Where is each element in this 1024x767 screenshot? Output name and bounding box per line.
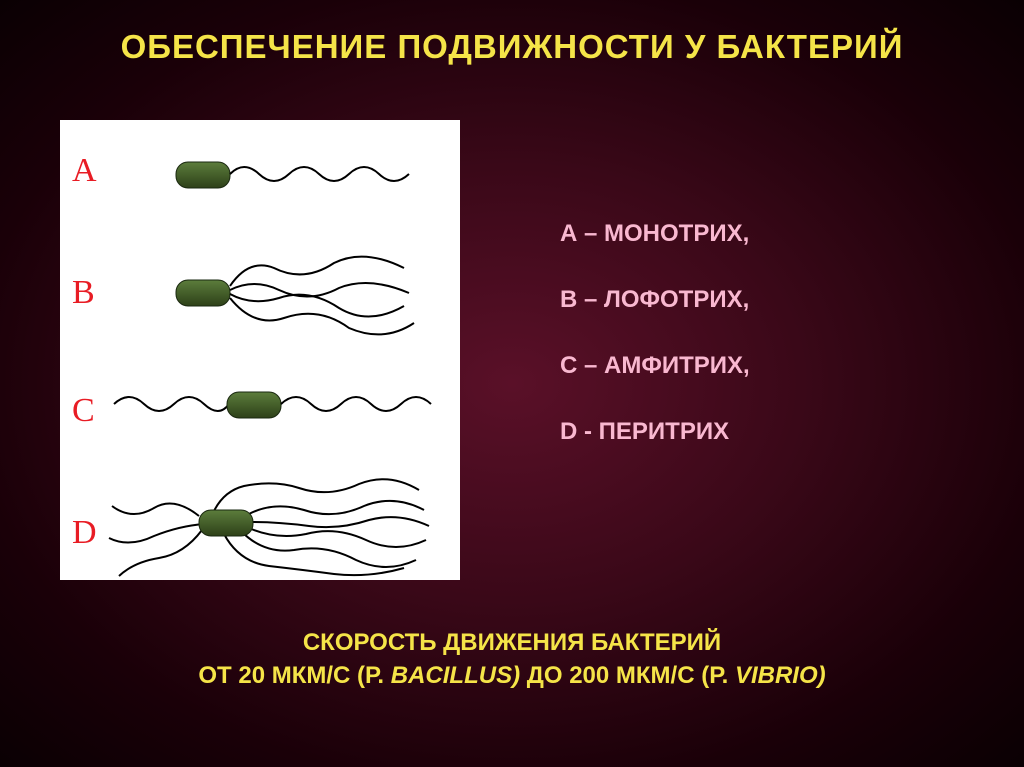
cell-body-icon — [199, 510, 253, 536]
page-title: ОБЕСПЕЧЕНИЕ ПОДВИЖНОСТИ У БАКТЕРИЙ — [0, 28, 1024, 66]
legend-item-d: D - ПЕРИТРИХ — [560, 418, 980, 446]
legend-item-c: С – АМФИТРИХ, — [560, 352, 980, 380]
footer-genus-1: BACILLUS) — [391, 662, 520, 689]
flagellum-icon — [112, 504, 199, 517]
flagellum-icon — [230, 167, 409, 181]
flagellum-icon — [230, 257, 404, 286]
footer: СКОРОСТЬ ДВИЖЕНИЯ БАКТЕРИЙ ОТ 20 МКМ/С (… — [0, 626, 1024, 693]
cell-body-icon — [176, 280, 230, 306]
bacteria-b-svg — [104, 238, 464, 352]
row-lophotrich — [64, 238, 456, 352]
flagellum-icon — [252, 517, 429, 527]
footer-text: ОТ 20 МКМ/С (Р. — [198, 662, 390, 689]
flagellum-icon — [119, 530, 202, 576]
flagellum-icon — [230, 294, 404, 317]
legend: А – МОНОТРИХ, В – ЛОФОТРИХ, С – АМФИТРИХ… — [560, 220, 980, 484]
flagellum-icon — [230, 298, 414, 334]
bacteria-d-svg — [104, 466, 464, 584]
footer-genus-2: VIBRIO) — [735, 662, 826, 689]
flagella-diagram-box: A B C D — [60, 120, 460, 580]
flagellum-icon — [230, 283, 409, 296]
flagellum-icon — [109, 524, 204, 543]
flagellum-icon — [214, 479, 419, 511]
footer-line-1: СКОРОСТЬ ДВИЖЕНИЯ БАКТЕРИЙ — [0, 626, 1024, 660]
bacteria-c-svg — [104, 352, 464, 466]
flagellum-icon — [242, 532, 416, 567]
footer-line-2: ОТ 20 МКМ/С (Р. BACILLUS) ДО 200 МКМ/С (… — [0, 659, 1024, 693]
legend-item-a: А – МОНОТРИХ, — [560, 220, 980, 248]
bacteria-a-svg — [104, 124, 464, 238]
row-peritrich — [64, 466, 456, 584]
flagellum-icon — [281, 397, 431, 411]
flagellum-icon — [114, 397, 229, 411]
legend-item-b: В – ЛОФОТРИХ, — [560, 286, 980, 314]
cell-body-icon — [227, 392, 281, 418]
footer-text: ДО 200 МКМ/С (Р. — [520, 662, 735, 689]
flagellum-icon — [249, 501, 424, 514]
row-amphitrich — [64, 352, 456, 466]
flagellum-icon — [249, 528, 426, 547]
cell-body-icon — [176, 162, 230, 188]
row-monotrich — [64, 124, 456, 238]
